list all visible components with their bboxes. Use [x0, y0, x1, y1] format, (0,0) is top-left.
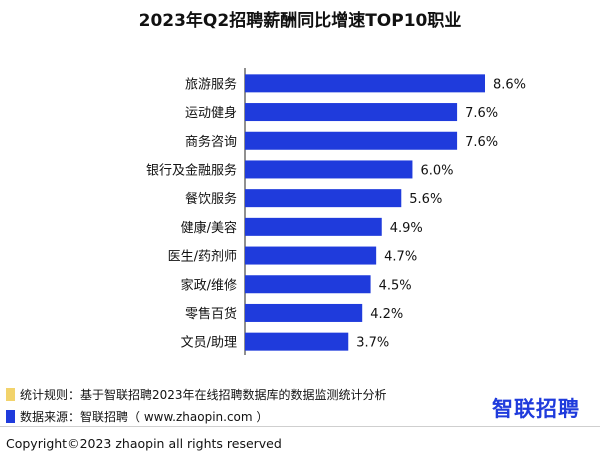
value-label: 4.2%: [370, 307, 403, 322]
category-label: 家政/维修: [181, 277, 237, 293]
bar: [245, 217, 382, 236]
value-label: 5.6%: [409, 192, 442, 207]
data-source-swatch: [6, 409, 15, 423]
category-label: 文员/助理: [181, 336, 237, 351]
stat-rule-text: 统计规则：基于智联招聘2023年在线招聘数据库的数据监测统计分析: [20, 387, 387, 402]
category-label: 运动健身: [185, 105, 237, 121]
bar: [245, 332, 349, 351]
bar: [245, 103, 458, 122]
value-label: 8.6%: [493, 77, 526, 92]
data-source-note: 数据来源：智联招聘（ www.zhaopin.com ）: [6, 405, 387, 427]
value-label: 4.7%: [384, 250, 417, 265]
bar: [245, 74, 485, 93]
bar: [245, 275, 371, 294]
bar: [245, 303, 363, 322]
bar: [245, 131, 458, 150]
value-label: 6.0%: [420, 163, 453, 178]
bar-chart: 旅游服务 8.6% 运动健身 7.6% 商务咨询 7.6% 银行及金融服务 6.0% 餐饮服务 5…: [146, 68, 526, 355]
value-label: 7.6%: [465, 106, 498, 121]
footer-divider: [0, 426, 600, 427]
stat-rule-note: 统计规则：基于智联招聘2023年在线招聘数据库的数据监测统计分析: [6, 383, 387, 405]
category-label: 银行及金融服务: [146, 162, 237, 178]
value-label: 4.9%: [390, 221, 423, 236]
category-label: 健康/美容: [181, 220, 237, 236]
category-label: 医生/药剂师: [168, 250, 237, 265]
value-label: 7.6%: [465, 135, 498, 150]
category-label: 餐饮服务: [185, 191, 237, 207]
bar: [245, 246, 377, 265]
copyright-text: Copyright©2023 zhaopin all rights reserv…: [6, 436, 282, 451]
bar: [245, 160, 413, 179]
value-label: 3.7%: [356, 336, 389, 351]
category-label: 旅游服务: [185, 76, 237, 92]
value-label: 4.5%: [379, 278, 412, 293]
chart-title: 2023年Q2招聘薪酬同比增速TOP10职业: [138, 11, 462, 31]
stat-rule-swatch: [6, 387, 15, 401]
data-source-text: 数据来源：智联招聘（ www.zhaopin.com ）: [20, 409, 269, 424]
zhaopin-logo: 智联招聘: [492, 397, 580, 421]
chart-notes: 统计规则：基于智联招聘2023年在线招聘数据库的数据监测统计分析 数据来源：智联…: [6, 383, 387, 427]
category-label: 商务咨询: [185, 134, 237, 150]
bar: [245, 189, 402, 208]
category-label: 零售百货: [185, 306, 237, 322]
